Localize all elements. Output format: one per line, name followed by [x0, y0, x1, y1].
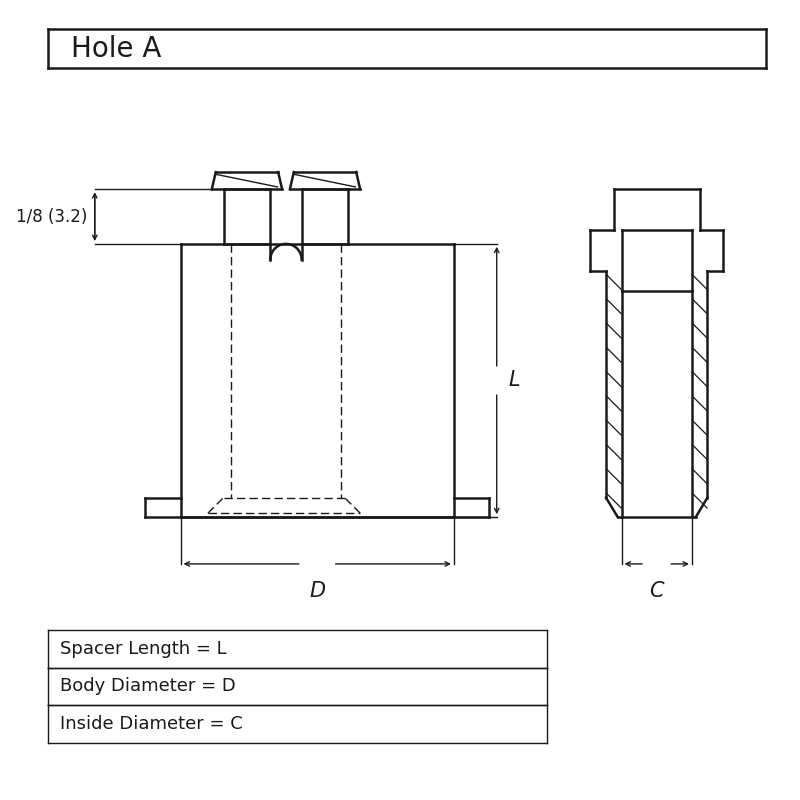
- Text: L: L: [509, 370, 520, 390]
- Text: Hole A: Hole A: [71, 34, 162, 62]
- Text: Body Diameter = D: Body Diameter = D: [60, 678, 235, 695]
- Text: 1/8 (3.2): 1/8 (3.2): [15, 207, 87, 226]
- Text: Spacer Length = L: Spacer Length = L: [60, 640, 226, 658]
- Text: C: C: [650, 581, 664, 601]
- Text: D: D: [309, 581, 326, 601]
- Text: Inside Diameter = C: Inside Diameter = C: [60, 715, 242, 733]
